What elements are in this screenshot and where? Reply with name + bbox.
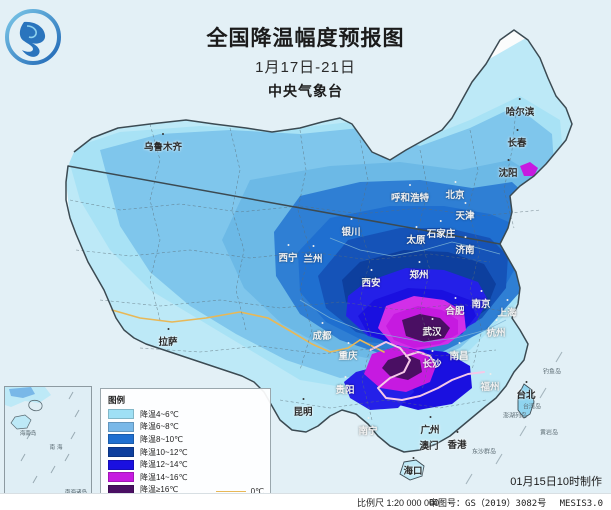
legend-color-swatch (108, 459, 134, 470)
taiwan-island (517, 383, 535, 419)
review-number: 审图号：GS（2019）3082号 (429, 499, 547, 509)
legend-item-label: 降温8~10℃ (140, 434, 184, 444)
legend-item-label: 降温4~6℃ (140, 409, 179, 419)
legend-item-label: 降温10~12℃ (140, 447, 188, 457)
legend-color-swatch (108, 409, 134, 420)
legend-item-label: 降温12~14℃ (140, 460, 188, 470)
footer-review-line: 审图号：GS（2019）3082号 MESIS3.0 (429, 496, 603, 509)
legend-item: 降温8~10℃ (108, 433, 264, 446)
legend-item: 降温14~16℃ (108, 471, 264, 484)
system-version: MESIS3.0 (559, 499, 603, 509)
production-timestamp: 01月15日10时制作 (510, 476, 602, 488)
national-border (65, 29, 573, 453)
legend-item-label: 降温≥16℃ (140, 485, 179, 495)
legend-color-swatch (108, 472, 134, 483)
legend-item: 降温12~14℃ (108, 458, 264, 471)
snow-contour-line (369, 341, 485, 401)
legend-rows: 降温4~6℃ 降温6~8℃ 降温8~10℃ 降温10~12℃ 降温12~14℃ 降温14~… (108, 408, 264, 496)
legend-item: 降温10~12℃ (108, 446, 264, 459)
legend-title: 图例 (108, 395, 126, 405)
band-ge-16 (382, 314, 450, 380)
legend-item: 降温6~8℃ (108, 421, 264, 434)
cma-dragon-logo (4, 8, 62, 66)
inset-hainan-label: 海南岛 (19, 431, 37, 437)
hainan-island (399, 459, 425, 481)
legend-color-swatch (108, 447, 134, 458)
legend-color-swatch (108, 434, 134, 445)
legend-item-label: 降温14~16℃ (140, 472, 188, 482)
isotherm-line-sample (215, 491, 246, 492)
south-china-sea-inset: 海南岛 南海 南海诸岛 1:40 000 000 (4, 386, 92, 507)
isotherm-0c-line (111, 309, 385, 353)
footer-bar (0, 493, 611, 510)
rivers (299, 237, 507, 343)
legend-item-label: 降温6~8℃ (140, 422, 179, 432)
isotherm-label: 0℃ (250, 487, 264, 496)
inset-sea-label: 南海 (49, 445, 65, 451)
legend-box: 图例 降温4~6℃ 降温6~8℃ 降温8~10℃ 降温10~12℃ 降温12~14℃ 降温… (100, 388, 271, 504)
map-scale-label: 比例尺 1:20 000 000 (357, 498, 440, 508)
legend-item: 降温4~6℃ (108, 408, 264, 421)
sea-dash-marks (465, 351, 563, 485)
legend-isotherm-row: 0℃ (215, 487, 264, 496)
legend-color-swatch (108, 421, 134, 432)
